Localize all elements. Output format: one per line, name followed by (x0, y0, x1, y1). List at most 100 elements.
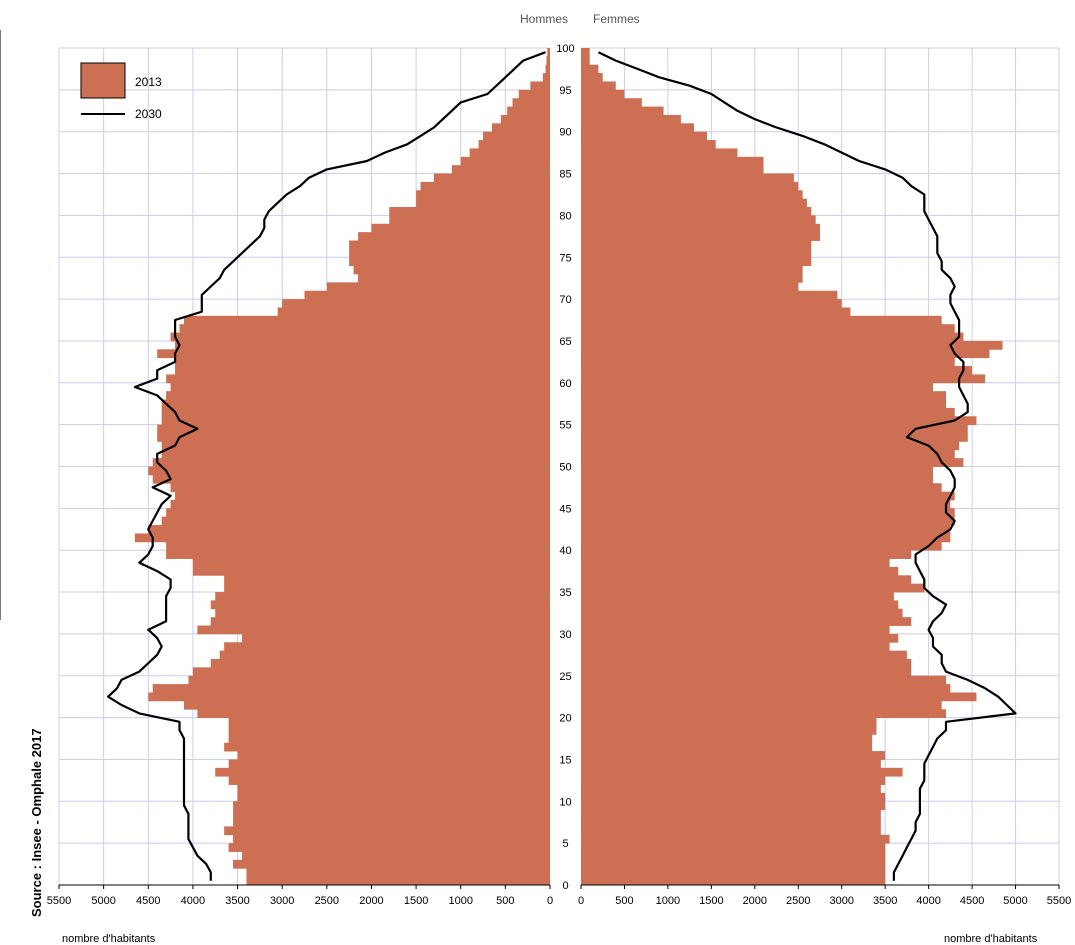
bar-hommes-2013 (416, 198, 550, 208)
x-tick-label-right: 0 (578, 895, 584, 907)
bar-femmes-2013 (581, 73, 603, 82)
bar-hommes-2013 (166, 374, 551, 384)
bar-femmes-2013 (581, 324, 955, 333)
bar-femmes-2013 (581, 725, 877, 735)
bar-hommes-2013 (228, 717, 551, 727)
x-tick-label-right: 5000 (1003, 895, 1027, 907)
bar-femmes-2013 (581, 558, 890, 568)
bar-femmes-2013 (581, 315, 942, 325)
bar-femmes-2013 (581, 717, 877, 727)
bar-hommes-2013 (215, 608, 550, 618)
bar-femmes-2013 (581, 583, 925, 593)
bar-femmes-2013 (581, 734, 873, 744)
bar-femmes-2013 (581, 675, 947, 685)
bar-hommes-2013 (170, 499, 550, 509)
bar-hommes-2013 (175, 340, 550, 350)
bar-hommes-2013 (433, 173, 550, 183)
bar-hommes-2013 (192, 566, 550, 576)
bar-hommes-2013 (197, 625, 550, 635)
line-femmes-2030 (597, 51, 1017, 881)
bar-hommes-2013 (166, 508, 551, 518)
age-tick-label: 80 (559, 210, 571, 222)
bar-hommes-2013 (358, 273, 550, 283)
bar-hommes-2013 (175, 366, 550, 375)
bar-hommes-2013 (547, 48, 550, 57)
bar-hommes-2013 (233, 859, 550, 869)
bar-femmes-2013 (581, 382, 933, 392)
age-tick-label: 95 (559, 85, 571, 97)
bar-femmes-2013 (581, 600, 899, 610)
bar-hommes-2013 (210, 659, 550, 668)
age-tick-label: 5 (562, 838, 568, 850)
bar-hommes-2013 (228, 843, 551, 852)
bar-hommes-2013 (148, 525, 551, 534)
bar-femmes-2013 (581, 357, 955, 367)
bar-hommes-2013 (491, 123, 550, 133)
bar-femmes-2013 (581, 215, 816, 225)
age-tick-label: 100 (556, 43, 574, 55)
bar-hommes-2013 (389, 215, 550, 225)
bar-hommes-2013 (152, 684, 550, 693)
bar-hommes-2013 (224, 826, 550, 836)
bar-hommes-2013 (179, 324, 550, 333)
bar-hommes-2013 (233, 834, 550, 844)
bar-femmes-2013 (581, 851, 886, 861)
bar-hommes-2013 (242, 633, 550, 643)
bar-hommes-2013 (246, 876, 551, 886)
bar-hommes-2013 (215, 767, 550, 777)
bar-hommes-2013 (469, 148, 550, 158)
bar-femmes-2013 (581, 491, 955, 501)
bar-femmes-2013 (581, 633, 899, 643)
bar-femmes-2013 (581, 483, 942, 493)
bar-hommes-2013 (161, 441, 550, 451)
bar-hommes-2013 (166, 550, 551, 559)
x-axis-title-left: nombre d'habitants (62, 933, 156, 945)
bar-femmes-2013 (581, 173, 794, 183)
bar-femmes-2013 (581, 165, 764, 174)
bar-femmes-2013 (581, 399, 947, 409)
legend-label-2013: 2013 (135, 75, 162, 89)
x-tick-label-right: 2500 (786, 895, 810, 907)
bar-femmes-2013 (581, 466, 933, 476)
bar-femmes-2013 (581, 416, 977, 426)
bar-femmes-2013 (581, 826, 881, 836)
bar-hommes-2013 (175, 357, 550, 367)
bar-femmes-2013 (581, 56, 590, 66)
x-tick-label-left: 2000 (359, 895, 383, 907)
bar-hommes-2013 (170, 483, 550, 493)
bar-hommes-2013 (460, 156, 550, 166)
line-hommes-2030 (106, 51, 546, 881)
bar-hommes-2013 (219, 650, 550, 660)
bar-femmes-2013 (581, 541, 942, 551)
bar-hommes-2013 (233, 801, 550, 811)
bar-hommes-2013 (353, 265, 550, 275)
bar-femmes-2013 (581, 198, 807, 208)
bar-femmes-2013 (581, 89, 625, 99)
x-tick-label-left: 4500 (136, 895, 160, 907)
bar-hommes-2013 (304, 290, 550, 300)
bar-femmes-2013 (581, 859, 886, 869)
bar-hommes-2013 (161, 516, 550, 526)
bar-hommes-2013 (170, 332, 550, 342)
bar-hommes-2013 (224, 583, 550, 593)
male-label: Hommes (520, 12, 569, 26)
bar-femmes-2013 (581, 240, 812, 250)
bar-femmes-2013 (581, 232, 820, 241)
bar-hommes-2013 (228, 725, 551, 735)
bar-femmes-2013 (581, 207, 812, 216)
bar-femmes-2013 (581, 131, 708, 141)
bar-hommes-2013 (224, 575, 550, 585)
age-tick-label: 25 (559, 671, 571, 683)
bar-femmes-2013 (581, 608, 903, 618)
bar-femmes-2013 (581, 433, 968, 442)
bar-femmes-2013 (581, 332, 964, 342)
bar-hommes-2013 (192, 667, 550, 677)
bar-hommes-2013 (224, 742, 550, 752)
bar-femmes-2013 (581, 659, 912, 668)
bar-hommes-2013 (157, 424, 550, 434)
bar-hommes-2013 (500, 114, 550, 124)
bar-femmes-2013 (581, 299, 842, 308)
x-tick-label-left: 5500 (47, 895, 71, 907)
bar-femmes-2013 (581, 474, 933, 484)
